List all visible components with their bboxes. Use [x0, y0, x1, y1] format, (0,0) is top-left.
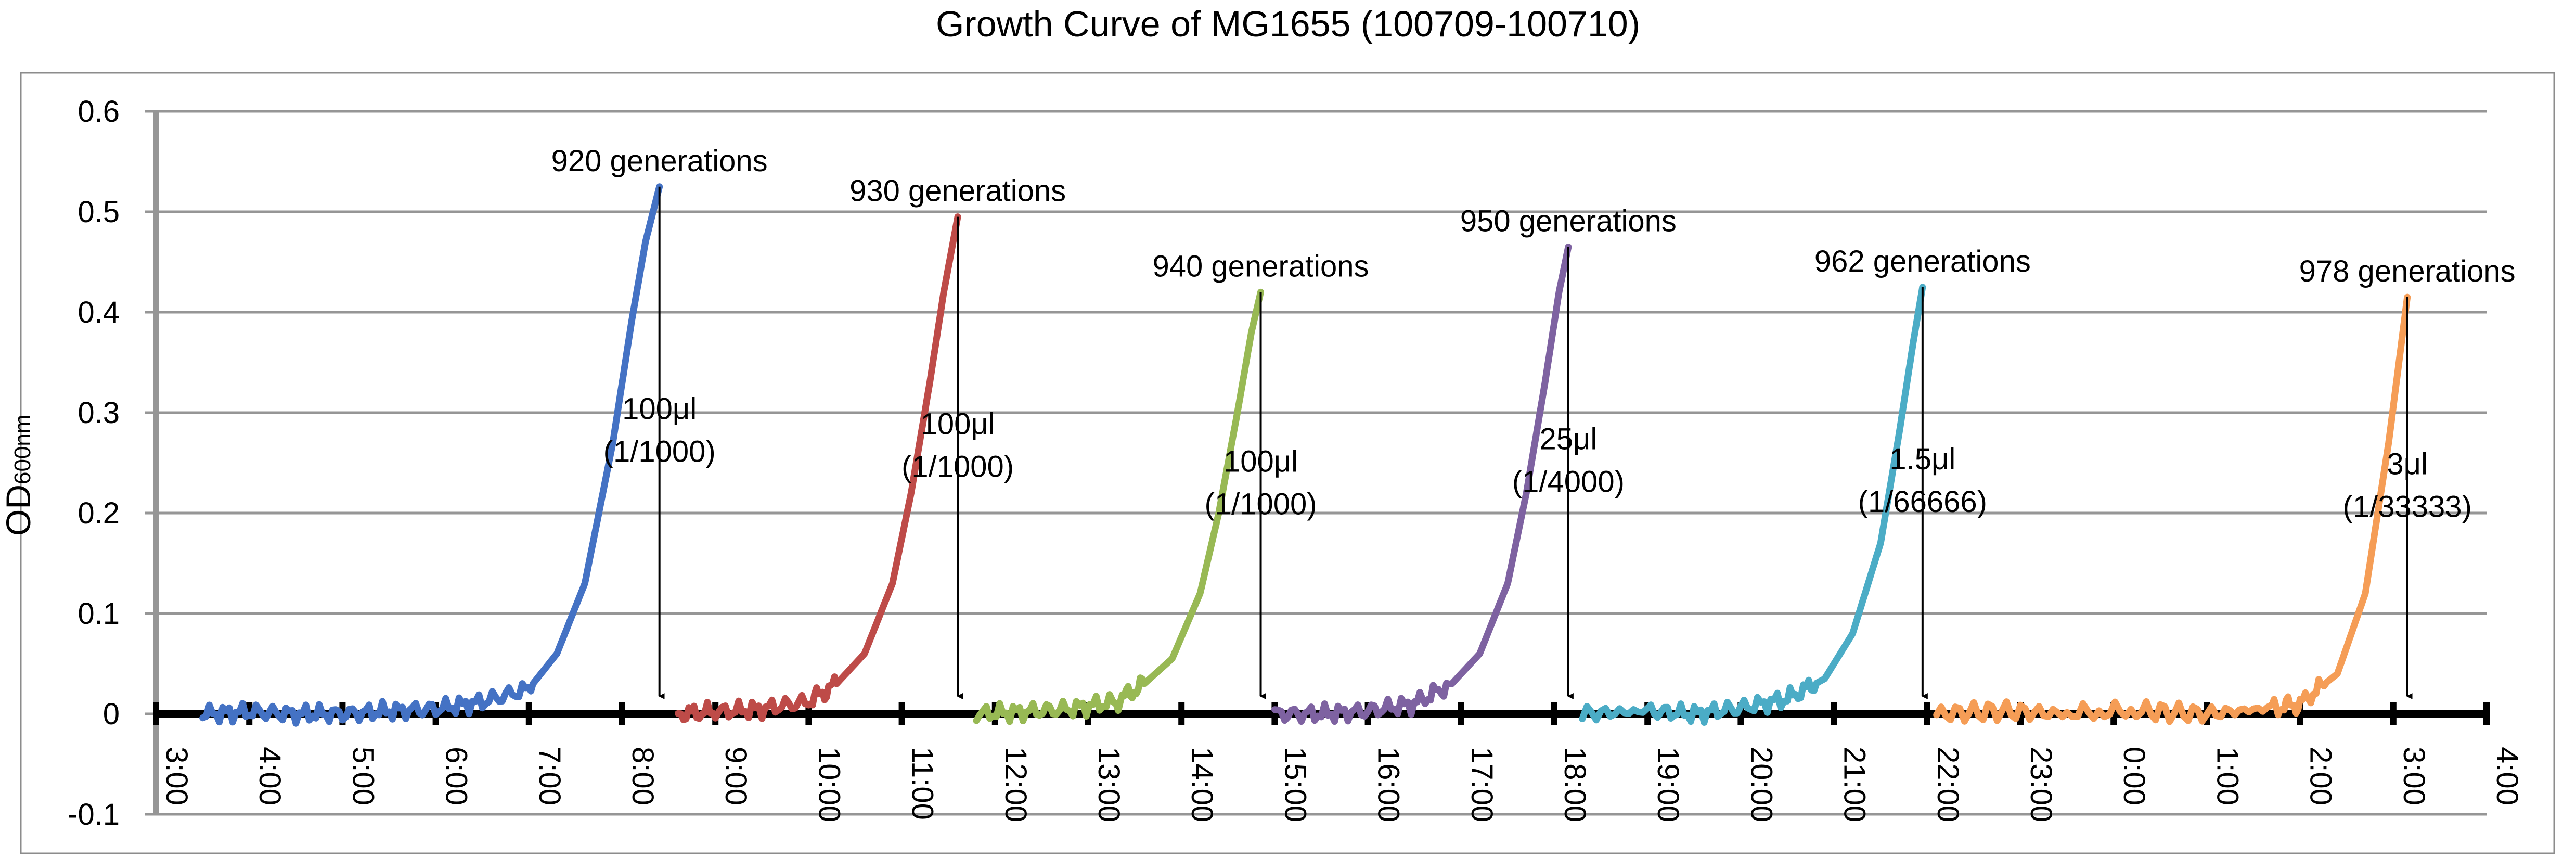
series-line-1: [199, 183, 663, 727]
x-tick-label: 3:00: [2397, 747, 2431, 805]
annotation-generations-label: 940 generations: [1153, 249, 1369, 283]
gridlines: [156, 110, 2487, 816]
series-line-2: [675, 213, 961, 723]
annotation-dilution-ratio: (1/33333): [2343, 490, 2472, 524]
annotation-dilution-volume: 100μl: [921, 407, 995, 441]
annotation-dilution-ratio: (1/66666): [1858, 485, 1987, 519]
annotation-generations-label: 978 generations: [2299, 254, 2516, 288]
x-tick-label: 1:00: [2210, 747, 2244, 805]
annotation-generations-label: 930 generations: [849, 174, 1066, 208]
annotation-dilution-ratio: (1/1000): [1205, 488, 1317, 521]
x-tick-label: 15:00: [1278, 747, 1312, 822]
x-tick-label: 4:00: [2490, 747, 2524, 805]
x-tick-label: 6:00: [440, 747, 473, 805]
x-tick-label: 10:00: [812, 747, 846, 822]
x-tick-label: 23:00: [2024, 747, 2058, 822]
annotation-dilution-ratio: (1/1000): [603, 434, 716, 468]
x-tick-label: 0:00: [2117, 747, 2151, 805]
y-tick-label: 0.5: [78, 195, 120, 229]
x-tick-label: 17:00: [1465, 747, 1499, 822]
x-tick-label: 21:00: [1838, 747, 1872, 822]
annotation-dilution-volume: 100μl: [622, 392, 697, 426]
x-tick-label: 12:00: [999, 747, 1033, 822]
x-tick-label: 9:00: [719, 747, 753, 805]
x-tick-label: 13:00: [1092, 747, 1126, 822]
x-tick-label: 18:00: [1558, 747, 1592, 822]
annotation-generations-label: 920 generations: [551, 144, 768, 178]
x-tick-label: 2:00: [2304, 747, 2338, 805]
x-tick-label: 7:00: [533, 747, 566, 805]
series-lines: [199, 183, 2411, 727]
annotation-dilution-ratio: (1/4000): [1512, 465, 1625, 498]
x-tick-label: 11:00: [906, 747, 939, 820]
y-axis-label-main: OD: [0, 484, 37, 536]
y-tick-label: 0.3: [78, 396, 120, 430]
annotation-dilution-volume: 25μl: [1539, 422, 1597, 456]
y-tick-label: 0.4: [78, 296, 120, 329]
annotation-dilution-volume: 3μl: [2387, 447, 2428, 481]
plot-frame: [20, 72, 2555, 854]
x-tick-label: 20:00: [1744, 747, 1778, 822]
annotation-generations-label: 950 generations: [1460, 204, 1677, 238]
y-tick-label: 0.6: [78, 95, 120, 129]
annotation-generations-label: 962 generations: [1814, 245, 2031, 278]
series-line-5: [1579, 284, 1926, 726]
chart-title: Growth Curve of MG1655 (100709-100710): [936, 4, 1640, 44]
x-tick-label: 19:00: [1651, 747, 1685, 822]
y-axis-ticks: -0.1 0 0.1 0.2 0.3 0.4 0.5 0.6: [68, 95, 159, 832]
x-tick-label: 22:00: [1931, 747, 1965, 822]
x-tick-label: 3:00: [160, 747, 194, 805]
annotation-dilution-volume: 100μl: [1223, 445, 1298, 479]
y-axis-label: OD600nm: [0, 414, 37, 536]
y-axis-label-sub: 600nm: [10, 414, 35, 484]
series-line-3: [973, 288, 1264, 725]
y-tick-label: 0: [103, 697, 120, 731]
x-tick-label: 4:00: [253, 747, 287, 805]
x-tick-label: 16:00: [1372, 747, 1406, 822]
annotation-dilution-volume: 1.5μl: [1889, 442, 1955, 476]
annotations: 920 generations 100μl (1/1000) 930 generati…: [551, 144, 2516, 699]
y-tick-label: -0.1: [68, 798, 120, 832]
x-tick-label: 14:00: [1185, 747, 1219, 822]
series-line-6: [1933, 293, 2411, 725]
y-tick-label: 0.1: [78, 597, 120, 631]
x-tick-label: 8:00: [626, 747, 660, 805]
x-tick-label: 5:00: [346, 747, 380, 805]
annotation-dilution-ratio: (1/1000): [901, 450, 1014, 483]
series-line-4: [1271, 244, 1572, 725]
y-tick-label: 0.2: [78, 496, 120, 530]
